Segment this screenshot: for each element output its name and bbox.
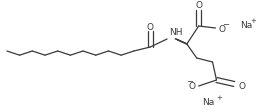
Text: O: O [147, 22, 154, 31]
Text: +: + [217, 94, 222, 100]
Text: Na: Na [240, 20, 252, 29]
Text: Na: Na [202, 98, 215, 107]
Text: −: − [222, 20, 229, 29]
Text: O: O [218, 24, 226, 33]
Text: +: + [250, 18, 256, 24]
Text: O: O [195, 1, 202, 10]
Text: −: − [186, 77, 193, 86]
Text: NH: NH [169, 28, 183, 37]
Text: O: O [238, 82, 245, 91]
Text: O: O [189, 82, 196, 91]
